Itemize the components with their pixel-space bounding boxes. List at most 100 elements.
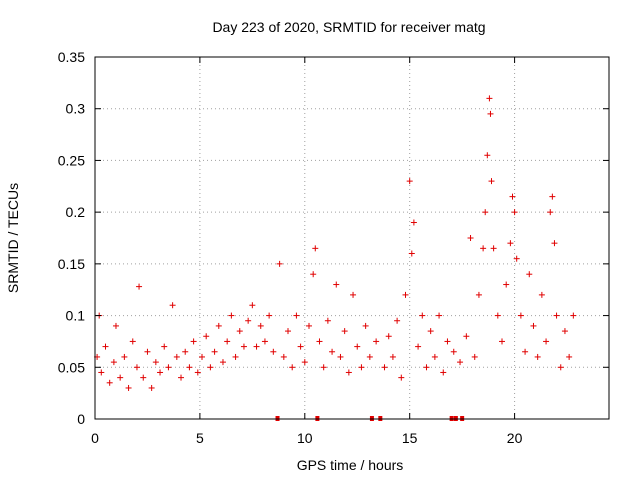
data-point	[381, 364, 388, 371]
data-point	[253, 343, 260, 350]
data-point	[333, 281, 340, 288]
data-point	[289, 364, 296, 371]
data-point	[534, 353, 541, 360]
x-tick-label: 0	[91, 430, 99, 446]
data-point	[484, 152, 491, 159]
data-point	[182, 348, 189, 355]
data-point	[320, 364, 327, 371]
data-point	[270, 348, 277, 355]
x-tick-label: 10	[297, 430, 313, 446]
data-point	[301, 359, 308, 366]
y-tick-label: 0.25	[58, 152, 85, 168]
data-point	[337, 353, 344, 360]
data-point	[398, 374, 405, 381]
data-point	[285, 328, 292, 335]
data-point	[312, 245, 319, 252]
data-point	[467, 235, 474, 241]
data-point	[423, 364, 430, 371]
data-point	[415, 343, 422, 350]
data-point	[507, 240, 514, 247]
data-point	[148, 384, 155, 391]
y-tick-label: 0.3	[66, 101, 86, 117]
data-point	[121, 353, 128, 360]
data-point	[354, 343, 361, 350]
data-point	[436, 312, 443, 319]
data-point	[408, 250, 415, 257]
x-axis-ticks: 0 5 10 15 20	[91, 57, 523, 446]
data-point	[173, 353, 180, 360]
x-tick-label: 15	[402, 430, 418, 446]
x-tick-label: 20	[507, 430, 523, 446]
data-point	[345, 369, 352, 376]
y-tick-label: 0.1	[66, 308, 86, 324]
y-axis-title: SRMTID / TECUs	[5, 183, 21, 293]
data-point	[457, 359, 464, 366]
x-axis-title: GPS time / hours	[297, 457, 404, 473]
data-point	[102, 343, 109, 350]
data-point	[402, 291, 409, 298]
data-point	[427, 328, 434, 335]
data-point	[169, 302, 176, 309]
data-point	[503, 281, 510, 288]
data-point	[266, 312, 273, 319]
data-point	[547, 209, 554, 216]
data-point	[106, 379, 113, 386]
data-point	[211, 348, 218, 355]
data-point	[561, 328, 568, 335]
data-point	[324, 317, 331, 324]
data-point	[406, 178, 413, 185]
data-point	[570, 312, 577, 319]
data-point	[440, 369, 447, 376]
data-point	[566, 353, 573, 360]
data-point	[389, 353, 396, 360]
data-point	[245, 317, 252, 324]
data-point	[488, 178, 495, 185]
data-point	[475, 291, 482, 298]
data-point	[553, 312, 560, 319]
data-point	[232, 353, 239, 360]
data-point	[522, 348, 529, 355]
data-point	[219, 359, 226, 366]
data-point	[261, 338, 268, 345]
data-point	[161, 343, 168, 350]
data-point	[329, 348, 336, 355]
data-point	[178, 374, 185, 381]
data-point	[471, 353, 478, 360]
data-point	[276, 260, 283, 267]
grid-lines	[95, 57, 609, 419]
y-tick-label: 0.35	[58, 49, 85, 65]
data-point	[557, 364, 564, 371]
data-point	[249, 302, 256, 309]
data-point	[373, 338, 380, 345]
data-points	[94, 95, 577, 391]
data-point	[125, 384, 132, 391]
data-point	[551, 240, 558, 247]
data-point	[517, 312, 524, 319]
data-point	[366, 353, 373, 360]
data-point	[526, 271, 533, 278]
data-point	[494, 312, 501, 319]
data-point	[297, 343, 304, 350]
data-point	[513, 255, 520, 262]
data-point	[549, 193, 556, 200]
data-point	[224, 338, 231, 345]
data-point	[280, 353, 287, 360]
data-point	[186, 364, 193, 371]
data-point	[482, 209, 489, 216]
data-point	[431, 353, 438, 360]
data-point	[152, 359, 159, 366]
data-point	[110, 359, 117, 366]
data-point	[463, 333, 470, 340]
data-point	[117, 374, 124, 381]
data-point	[530, 322, 537, 329]
data-point	[203, 333, 210, 340]
y-tick-label: 0.15	[58, 256, 85, 272]
data-point	[316, 338, 323, 345]
data-point	[98, 369, 105, 376]
data-point	[165, 364, 172, 371]
data-point	[215, 322, 222, 329]
data-point	[293, 312, 300, 319]
data-point	[198, 353, 205, 360]
data-point	[341, 328, 348, 335]
